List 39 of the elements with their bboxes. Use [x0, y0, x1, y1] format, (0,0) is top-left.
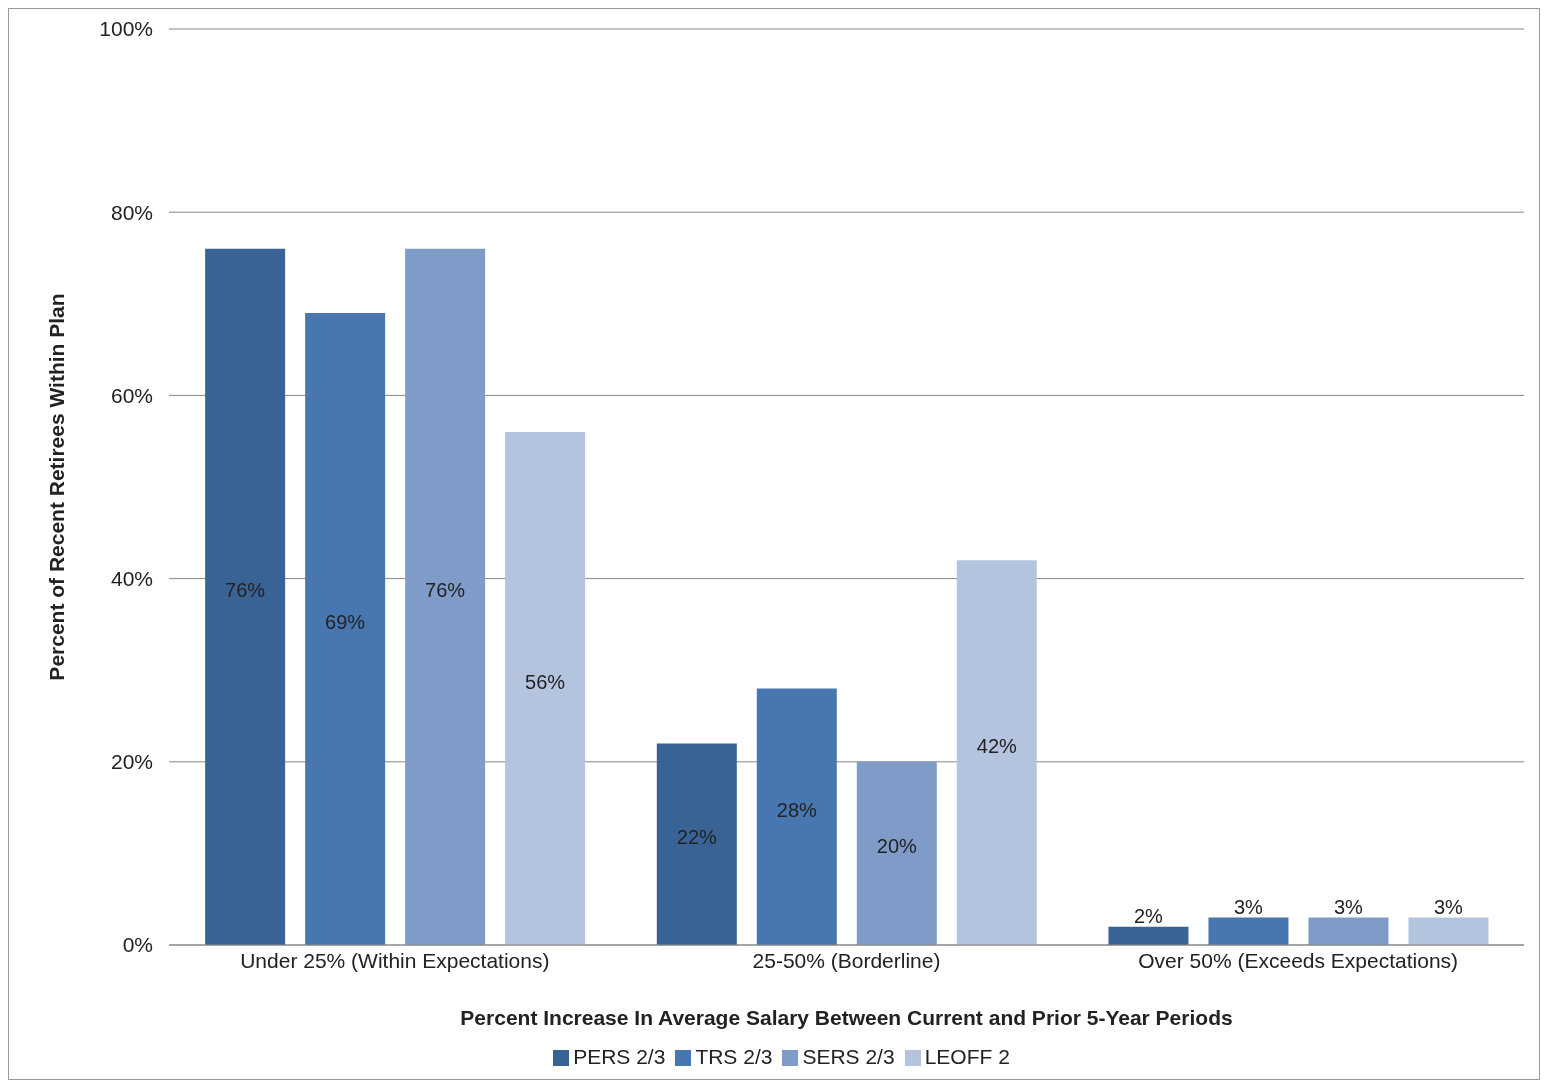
data-label: 42%	[976, 734, 1018, 757]
y-tick-label: 20%	[110, 750, 153, 774]
data-label: 3%	[1434, 895, 1464, 918]
bar	[1308, 917, 1389, 945]
bar	[405, 248, 486, 945]
x-tick-label: 25-50% (Borderline)	[752, 948, 941, 972]
bar	[856, 761, 937, 945]
y-tick-label: 80%	[110, 200, 153, 224]
data-label: 76%	[425, 578, 466, 601]
x-tick-label: Over 50% (Exceeds Expectations)	[1138, 948, 1459, 972]
legend-label: SERS 2/3	[802, 1045, 895, 1068]
data-label: 3%	[1334, 895, 1364, 918]
bar	[305, 312, 386, 945]
data-label: 76%	[225, 578, 266, 601]
y-tick-label: 100%	[99, 17, 153, 41]
legend-label: TRS 2/3	[695, 1045, 773, 1068]
bar	[1208, 917, 1289, 945]
bar	[1108, 926, 1189, 945]
legend-label: PERS 2/3	[573, 1045, 666, 1068]
data-label: 2%	[1134, 904, 1164, 927]
data-label: 28%	[776, 798, 818, 821]
bar	[656, 743, 737, 945]
bar	[756, 688, 837, 945]
bar	[205, 248, 286, 945]
data-label: 69%	[325, 610, 366, 633]
x-tick-label: Under 25% (Within Expectations)	[240, 948, 550, 972]
bar	[956, 560, 1037, 945]
y-axis-title: Percent of Recent Retirees Within Plan	[45, 293, 69, 681]
bar	[1408, 917, 1489, 945]
data-label: 20%	[876, 835, 918, 858]
x-axis-title: Percent Increase In Average Salary Between Current and Prior 5-Year Periods	[460, 1006, 1233, 1029]
y-tick-label: 60%	[110, 383, 153, 407]
legend-label: LEOFF 2	[924, 1045, 1010, 1068]
y-tick-label: 0%	[122, 933, 153, 957]
y-tick-label: 40%	[110, 567, 153, 591]
data-label: 56%	[525, 670, 566, 693]
bar	[505, 432, 586, 945]
data-label: 22%	[676, 826, 718, 849]
data-label: 3%	[1234, 895, 1264, 918]
